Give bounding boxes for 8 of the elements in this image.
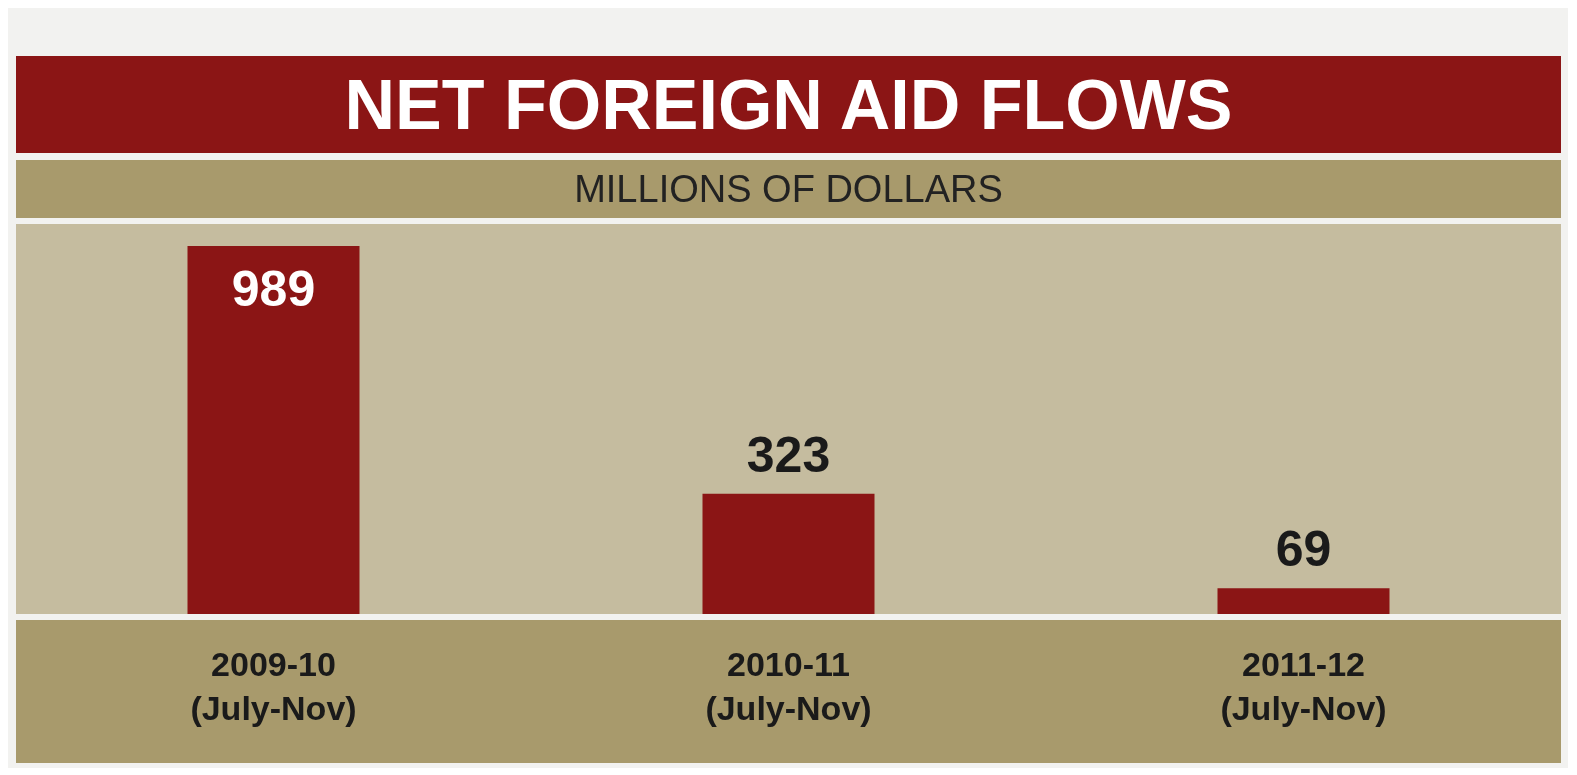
x-tick-label: 2010-11 (July-Nov) [705, 645, 872, 727]
chart-subtitle: MILLIONS OF DOLLARS [16, 160, 1561, 218]
x-tick-label: 2009-10 (July-Nov) [190, 645, 357, 727]
chart-title: NET FOREIGN AID FLOWS [16, 56, 1561, 153]
data-label: 69 [1275, 521, 1332, 578]
x-tick-label: 2011-12 (July-Nov) [1220, 645, 1387, 727]
data-label: 989 [231, 261, 316, 318]
data-label: 323 [746, 426, 831, 483]
